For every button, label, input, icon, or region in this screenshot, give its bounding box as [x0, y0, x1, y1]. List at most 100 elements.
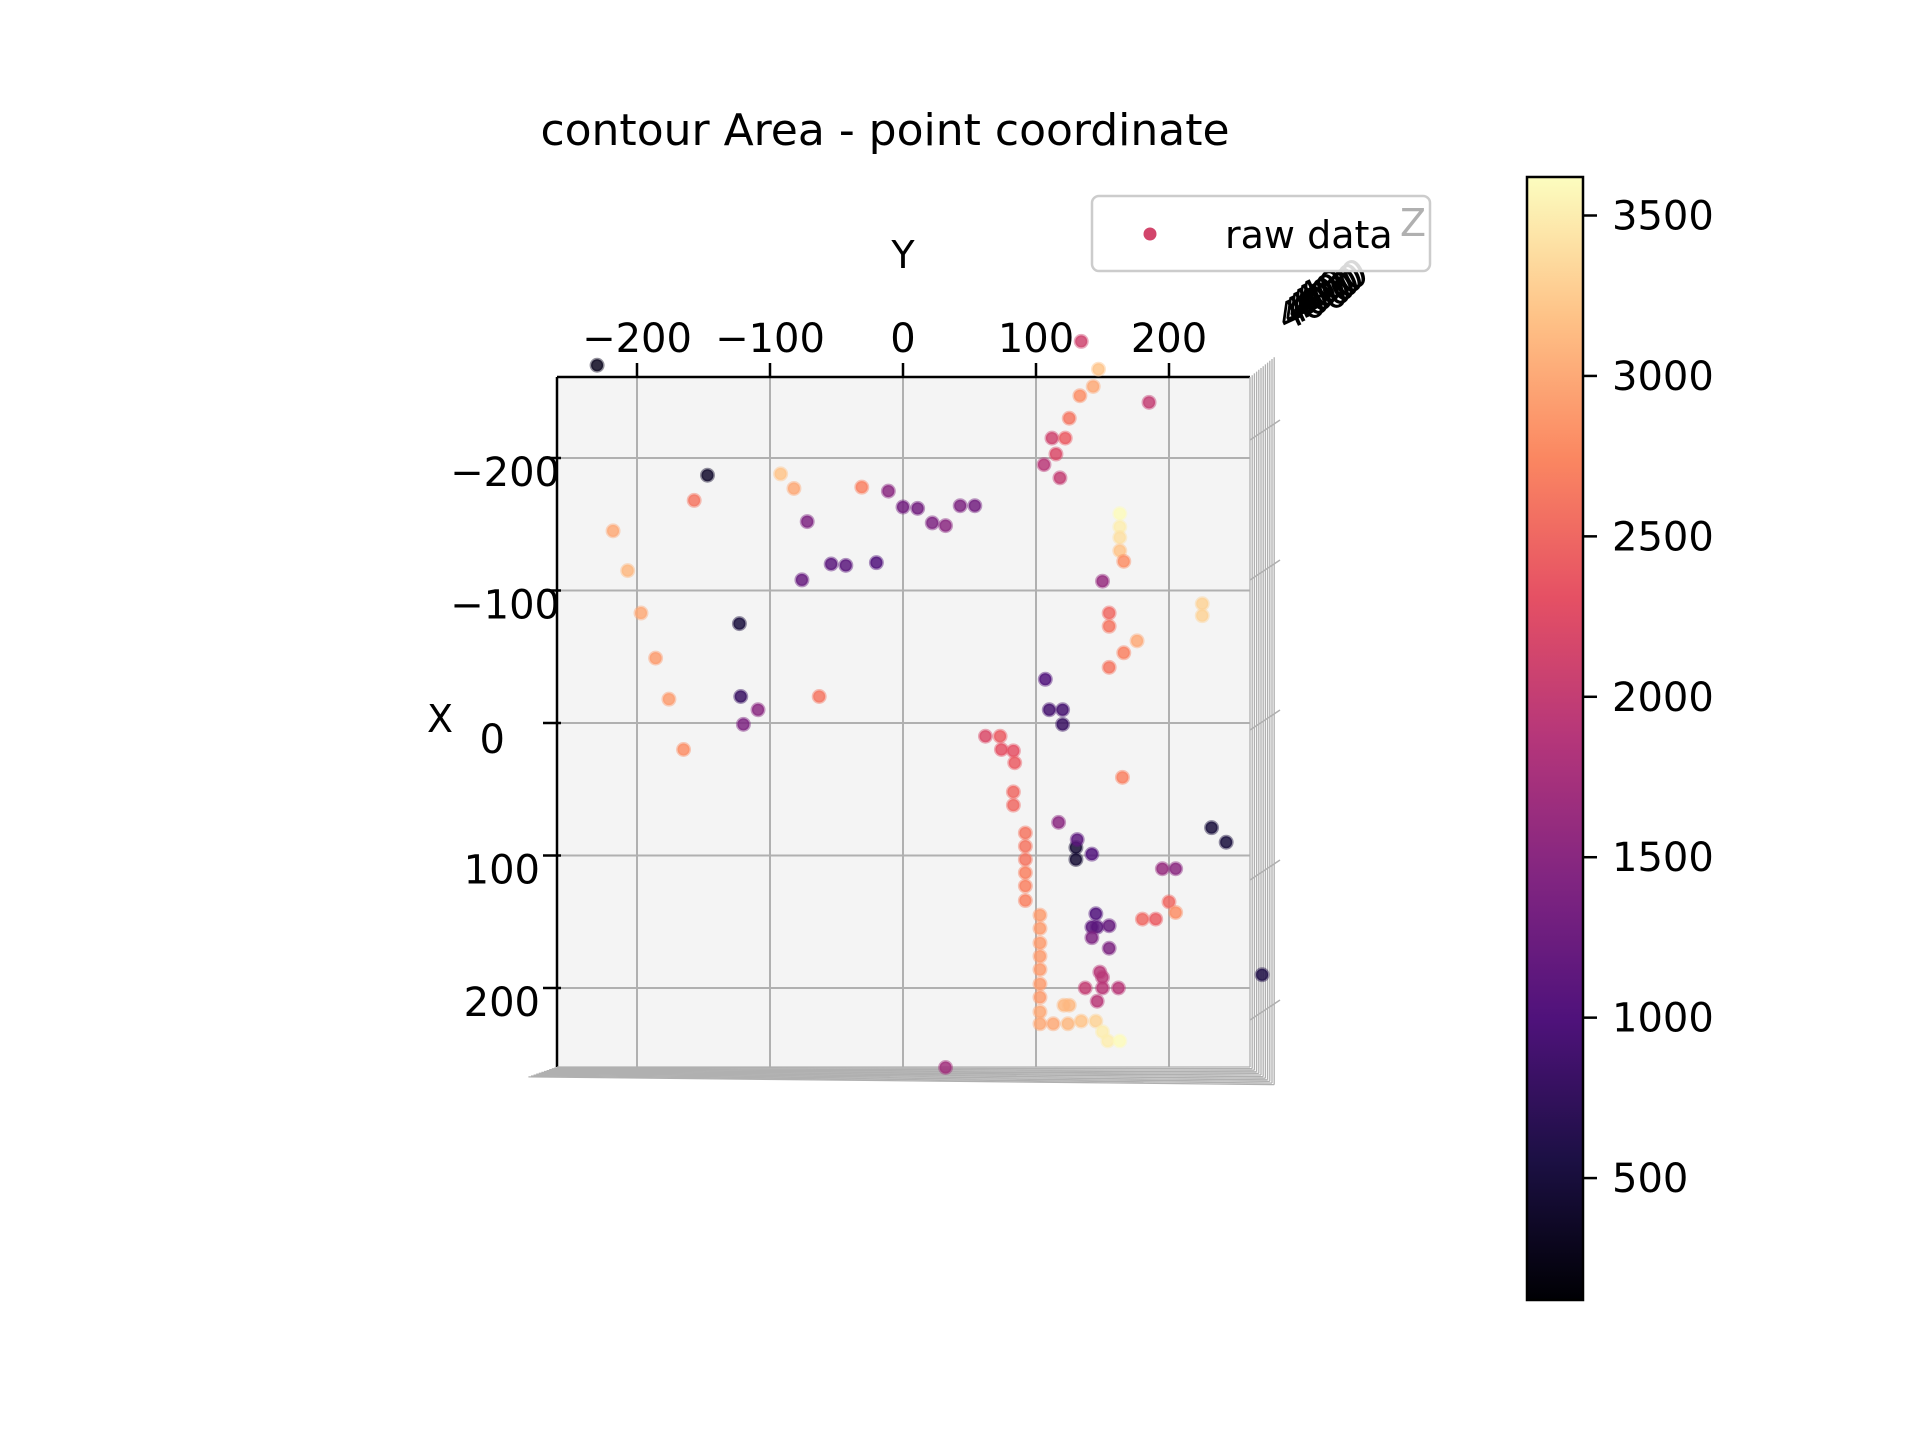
data-point — [1007, 755, 1023, 771]
data-point — [794, 572, 810, 588]
data-point — [838, 557, 854, 573]
y-tick-label: 200 — [1131, 316, 1207, 362]
y-tick-label: 100 — [998, 316, 1074, 362]
data-point — [1168, 904, 1184, 920]
data-point — [1194, 596, 1210, 612]
y-tick-label: 0 — [890, 316, 915, 362]
data-point — [605, 523, 621, 539]
x-axis-label: X — [427, 697, 453, 741]
data-point — [1005, 784, 1021, 800]
data-point — [735, 716, 751, 732]
data-point — [1148, 911, 1164, 927]
data-point — [1055, 702, 1071, 718]
depth-grid-line — [1249, 999, 1281, 1021]
chart-title: contour Area - point coordinate — [540, 105, 1229, 156]
colorbar-tick-label: 2000 — [1612, 675, 1714, 721]
data-point — [1116, 645, 1132, 661]
data-point — [1112, 543, 1128, 559]
data-point — [1036, 457, 1052, 473]
data-point — [1168, 861, 1184, 877]
data-point — [1044, 430, 1060, 446]
data-point — [1072, 388, 1088, 404]
data-point — [1060, 1016, 1076, 1032]
data-point — [1017, 851, 1033, 867]
data-point — [1032, 1016, 1048, 1032]
data-point — [895, 499, 911, 515]
colorbar-tick-label: 2500 — [1612, 514, 1714, 560]
depth-line-bottom — [543, 1070, 1262, 1076]
data-point — [1017, 865, 1033, 881]
data-point — [1100, 1033, 1116, 1049]
data-point — [1141, 394, 1157, 410]
data-point — [1194, 608, 1210, 624]
data-point — [854, 479, 870, 495]
colorbar: 500 1000 1500 2000 2500 3000 3500 — [1525, 175, 1714, 1302]
data-point — [1055, 716, 1071, 732]
data-point — [1204, 820, 1220, 836]
data-point — [1089, 993, 1105, 1009]
data-point — [773, 466, 789, 482]
data-point — [924, 515, 940, 531]
data-point — [1017, 878, 1033, 894]
data-point — [938, 1060, 954, 1075]
data-point — [633, 605, 649, 621]
data-point — [1085, 378, 1101, 394]
data-point — [1091, 361, 1107, 377]
depth-line-bottom — [549, 1069, 1257, 1073]
data-point — [1032, 1004, 1048, 1020]
data-point — [967, 498, 983, 514]
data-point — [1112, 506, 1128, 522]
x-tick-label: 0 — [480, 717, 505, 763]
data-point — [1084, 930, 1100, 946]
x-tick-label: 100 — [464, 848, 540, 894]
data-point — [1032, 989, 1048, 1005]
grid-lines — [557, 377, 1250, 1067]
data-point — [1134, 911, 1150, 927]
data-point — [1101, 940, 1117, 956]
data-point — [1005, 797, 1021, 813]
data-point — [1048, 446, 1064, 462]
depth-line-bottom — [533, 1074, 1270, 1083]
data-point — [1095, 573, 1110, 589]
data-point — [1101, 659, 1117, 675]
data-point — [1089, 919, 1105, 935]
data-point — [1069, 832, 1085, 848]
data-point — [1061, 997, 1077, 1013]
data-point — [1101, 605, 1117, 621]
data-point — [1077, 980, 1093, 996]
data-point — [1114, 769, 1130, 785]
colorbar-gradient — [1525, 175, 1585, 1302]
data-point — [589, 357, 605, 373]
data-point — [1032, 935, 1048, 951]
data-point — [1161, 894, 1177, 910]
data-point — [910, 500, 926, 516]
data-point — [1051, 814, 1067, 830]
data-point — [1017, 838, 1033, 854]
data-point — [811, 689, 827, 704]
colorbar-ticks: 500 1000 1500 2000 2500 3000 3500 — [1583, 194, 1714, 1202]
data-point — [1032, 976, 1048, 992]
data-point — [1112, 530, 1128, 545]
data-point — [1045, 1016, 1061, 1032]
data-point — [676, 742, 692, 757]
data-point — [938, 518, 954, 534]
data-point — [1110, 980, 1126, 996]
depth-line-bottom — [536, 1073, 1268, 1081]
legend-marker — [1143, 227, 1157, 241]
data-point — [1112, 1033, 1128, 1049]
data-point — [686, 492, 702, 508]
data-point — [1073, 333, 1089, 349]
data-point — [1032, 948, 1048, 964]
data-point — [750, 702, 766, 718]
depth-line-bottom — [530, 1075, 1273, 1084]
colorbar-tick-label: 1000 — [1612, 996, 1714, 1042]
legend: Z raw data — [1090, 194, 1432, 273]
colorbar-tick-label: 3500 — [1612, 194, 1714, 240]
data-point — [1254, 967, 1270, 983]
colorbar-tick-label: 1500 — [1612, 835, 1714, 881]
data-point — [733, 689, 749, 704]
depth-grid-line — [1249, 709, 1281, 731]
z-axis-depth-lines — [528, 357, 1281, 1086]
plot-pane — [528, 357, 1281, 1086]
